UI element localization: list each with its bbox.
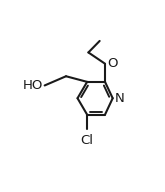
Text: HO: HO bbox=[23, 79, 43, 92]
Text: O: O bbox=[107, 57, 117, 70]
Text: Cl: Cl bbox=[81, 134, 94, 147]
Text: N: N bbox=[115, 92, 125, 105]
